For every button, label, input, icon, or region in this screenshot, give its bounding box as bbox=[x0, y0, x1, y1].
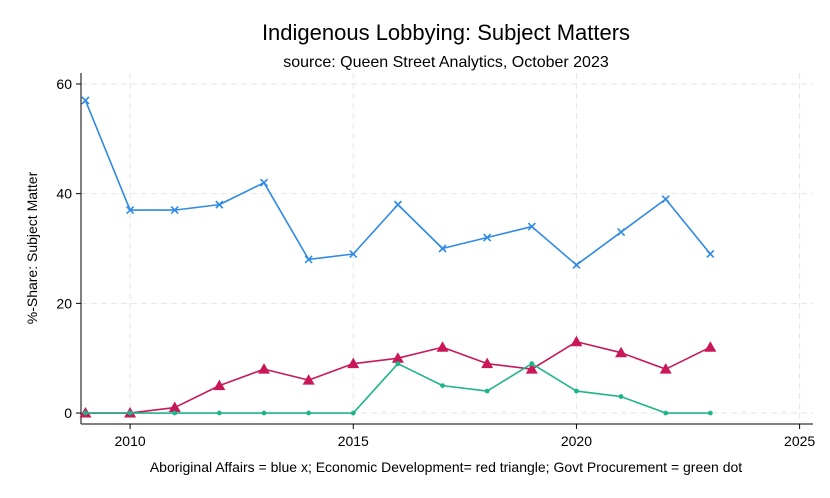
data-point-triangle bbox=[168, 401, 181, 413]
x-tick-label: 2010 bbox=[115, 433, 146, 449]
chart-title: Indigenous Lobbying: Subject Matters bbox=[262, 20, 630, 45]
data-point-dot bbox=[395, 361, 401, 367]
data-point-dot bbox=[484, 388, 490, 394]
data-point-x bbox=[81, 96, 90, 105]
data-point-x bbox=[527, 222, 536, 231]
data-point-x bbox=[617, 227, 626, 237]
data-point-dot bbox=[216, 410, 222, 416]
data-point-x bbox=[215, 200, 224, 209]
data-point-triangle bbox=[525, 363, 538, 374]
data-point-x bbox=[438, 244, 447, 253]
data-point-dot bbox=[261, 410, 267, 416]
y-tick-label: 20 bbox=[56, 295, 72, 311]
axes bbox=[76, 73, 813, 429]
data-point-triangle bbox=[481, 357, 494, 369]
y-tick-label: 60 bbox=[56, 76, 72, 92]
data-point-triangle bbox=[436, 341, 449, 352]
y-tick-label: 0 bbox=[64, 405, 72, 421]
data-point-dot bbox=[707, 410, 713, 416]
data-point-dot bbox=[663, 410, 669, 416]
data-point-triangle bbox=[213, 379, 226, 391]
series-group bbox=[79, 96, 717, 418]
x-tick-label: 2015 bbox=[338, 433, 369, 449]
data-point-triangle bbox=[704, 341, 717, 352]
data-point-triangle bbox=[391, 352, 404, 363]
tick-labels: 0 20 40 60 2010 2015 2020 2025 bbox=[56, 76, 815, 449]
y-axis-label: %-Share: Subject Matter bbox=[24, 171, 40, 324]
chart-subtitle: source: Queen Street Analytics, October … bbox=[283, 54, 609, 71]
data-point-x bbox=[572, 260, 581, 270]
x-tick-label: 2025 bbox=[784, 433, 815, 449]
data-point-triangle bbox=[302, 374, 315, 385]
data-point-triangle bbox=[659, 363, 672, 374]
data-point-x bbox=[259, 178, 269, 187]
data-point-dot bbox=[127, 410, 133, 416]
data-point-dot bbox=[618, 394, 624, 399]
data-point-triangle bbox=[258, 363, 270, 374]
data-point-dot bbox=[306, 410, 312, 416]
data-point-dot bbox=[574, 388, 579, 394]
data-point-dot bbox=[350, 410, 356, 416]
data-point-x bbox=[706, 249, 715, 259]
data-point-triangle bbox=[570, 335, 583, 347]
data-point-dot bbox=[440, 383, 445, 389]
data-point-x bbox=[304, 255, 313, 264]
data-point-triangle bbox=[347, 357, 360, 369]
x-axis-note: Aboriginal Affairs = blue x; Economic De… bbox=[150, 459, 742, 475]
data-point-triangle bbox=[615, 346, 628, 358]
data-point-x bbox=[483, 233, 492, 242]
data-point-x bbox=[126, 206, 135, 215]
data-point-x bbox=[349, 249, 358, 259]
data-point-dot bbox=[172, 410, 178, 416]
y-tick-label: 40 bbox=[56, 186, 72, 202]
data-point-x bbox=[393, 200, 402, 209]
grid bbox=[81, 73, 813, 424]
data-point-dot bbox=[83, 410, 88, 416]
data-point-x bbox=[661, 195, 670, 204]
data-point-x bbox=[170, 206, 179, 215]
x-tick-label: 2020 bbox=[561, 433, 592, 449]
data-point-dot bbox=[529, 361, 535, 367]
series-line-x bbox=[84, 100, 711, 266]
